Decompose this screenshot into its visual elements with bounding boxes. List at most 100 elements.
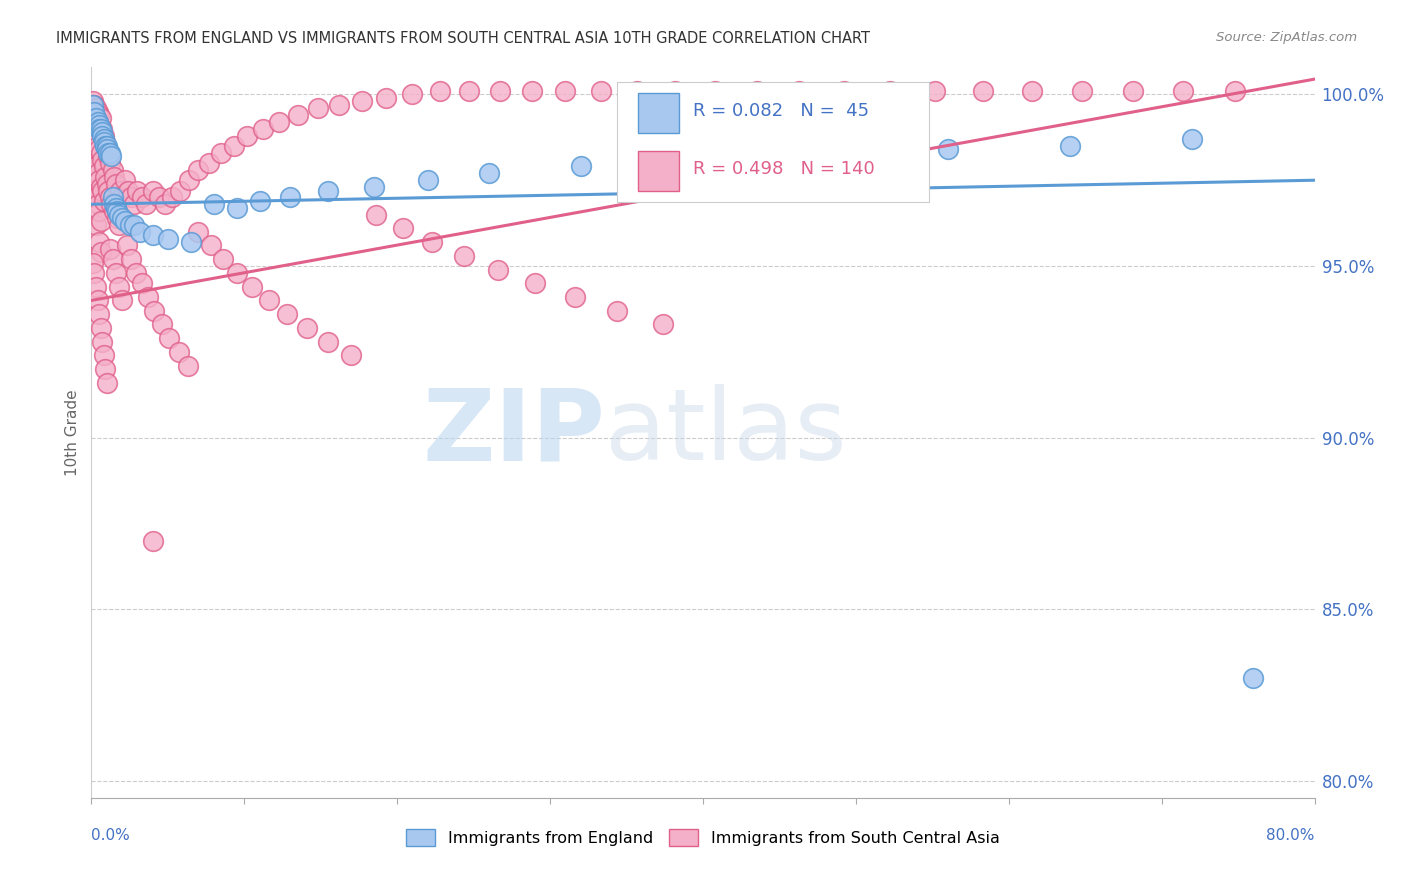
Point [664,84,686,98]
Point [120,252,142,267]
Point [136,290,159,304]
Point [94,139,117,153]
Point [98,190,121,204]
Point [93,128,115,143]
Point [111,211,134,225]
Point [569,160,592,174]
Point [110,184,132,198]
Point [87,173,110,187]
Point [115,238,138,252]
Point [100,197,122,211]
Point [187,225,209,239]
Point [101,190,124,204]
Text: ZIP: ZIP [422,384,605,481]
Point [122,197,145,211]
Point [82,97,104,112]
FancyBboxPatch shape [617,81,929,202]
Point [108,208,131,222]
Point [745,84,768,98]
Text: R = 0.082   N =  45: R = 0.082 N = 45 [693,102,869,120]
Point [96,142,118,156]
Point [103,197,125,211]
Point [87,142,110,156]
Point [84,218,107,232]
Y-axis label: 10th Grade: 10th Grade [65,389,80,476]
Point [789,84,811,98]
Point [520,84,543,98]
Point [589,84,612,98]
Point [187,162,209,177]
Legend: Immigrants from England, Immigrants from South Central Asia: Immigrants from England, Immigrants from… [401,822,1005,853]
Point [401,87,423,102]
Point [90,112,112,126]
Point [91,334,114,349]
Point [91,121,114,136]
Point [179,173,201,187]
Point [222,139,245,153]
Point [924,84,946,98]
Point [122,218,145,232]
Point [141,184,163,198]
Point [135,197,157,211]
Point [101,252,124,267]
Point [90,180,112,194]
Point [972,84,994,98]
Point [153,197,176,211]
Point [108,279,131,293]
Point [87,204,110,219]
Point [91,128,114,143]
Point [83,184,105,198]
Point [84,190,107,204]
Point [96,177,118,191]
Point [90,321,112,335]
Point [120,190,142,204]
Point [131,190,153,204]
Point [93,136,115,150]
Point [429,84,451,98]
Point [200,238,222,252]
Point [799,145,821,160]
Point [104,177,127,191]
Point [1021,84,1043,98]
Point [225,201,247,215]
Point [287,108,309,122]
Point [364,208,387,222]
Point [87,235,110,249]
Point [114,214,136,228]
Point [87,307,110,321]
Point [276,307,298,321]
Point [94,169,117,184]
Point [177,359,200,373]
Point [86,197,108,211]
Point [486,262,509,277]
Point [91,184,114,198]
Point [84,101,107,115]
Point [225,266,247,280]
Point [328,97,350,112]
Point [458,84,481,98]
Point [209,145,232,160]
Point [488,84,510,98]
Point [111,293,134,308]
Point [84,279,107,293]
Point [91,153,114,167]
Point [118,218,141,232]
Point [129,225,152,239]
Point [98,145,121,160]
Point [879,84,901,98]
Point [86,104,108,119]
Point [1071,84,1094,98]
Point [392,221,415,235]
Point [83,97,105,112]
Point [606,303,628,318]
Point [363,180,385,194]
Point [83,128,105,143]
Point [167,345,190,359]
Point [87,121,110,136]
Point [212,252,235,267]
Point [87,118,110,132]
Point [143,303,166,318]
Point [169,184,191,198]
Point [84,160,107,174]
Point [103,169,125,184]
